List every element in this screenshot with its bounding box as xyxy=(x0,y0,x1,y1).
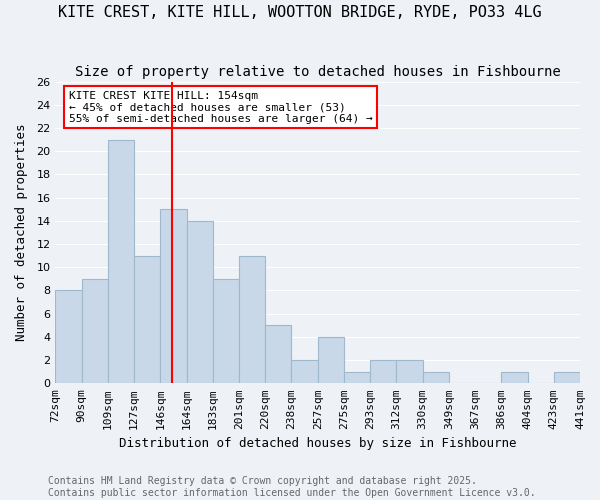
Bar xyxy=(344,372,370,384)
Bar xyxy=(397,360,422,384)
Bar xyxy=(422,372,449,384)
Bar xyxy=(134,256,160,384)
Bar xyxy=(265,326,292,384)
Bar xyxy=(213,279,239,384)
Bar xyxy=(187,221,213,384)
Bar xyxy=(160,209,187,384)
X-axis label: Distribution of detached houses by size in Fishbourne: Distribution of detached houses by size … xyxy=(119,437,517,450)
Y-axis label: Number of detached properties: Number of detached properties xyxy=(15,124,28,341)
Bar xyxy=(292,360,318,384)
Bar xyxy=(554,372,580,384)
Bar xyxy=(55,290,82,384)
Bar xyxy=(502,372,527,384)
Bar xyxy=(82,279,108,384)
Bar xyxy=(239,256,265,384)
Title: Size of property relative to detached houses in Fishbourne: Size of property relative to detached ho… xyxy=(75,65,560,79)
Text: KITE CREST KITE HILL: 154sqm
← 45% of detached houses are smaller (53)
55% of se: KITE CREST KITE HILL: 154sqm ← 45% of de… xyxy=(68,91,373,124)
Bar xyxy=(370,360,397,384)
Text: KITE CREST, KITE HILL, WOOTTON BRIDGE, RYDE, PO33 4LG: KITE CREST, KITE HILL, WOOTTON BRIDGE, R… xyxy=(58,5,542,20)
Text: Contains HM Land Registry data © Crown copyright and database right 2025.
Contai: Contains HM Land Registry data © Crown c… xyxy=(48,476,536,498)
Bar xyxy=(108,140,134,384)
Bar xyxy=(318,337,344,384)
